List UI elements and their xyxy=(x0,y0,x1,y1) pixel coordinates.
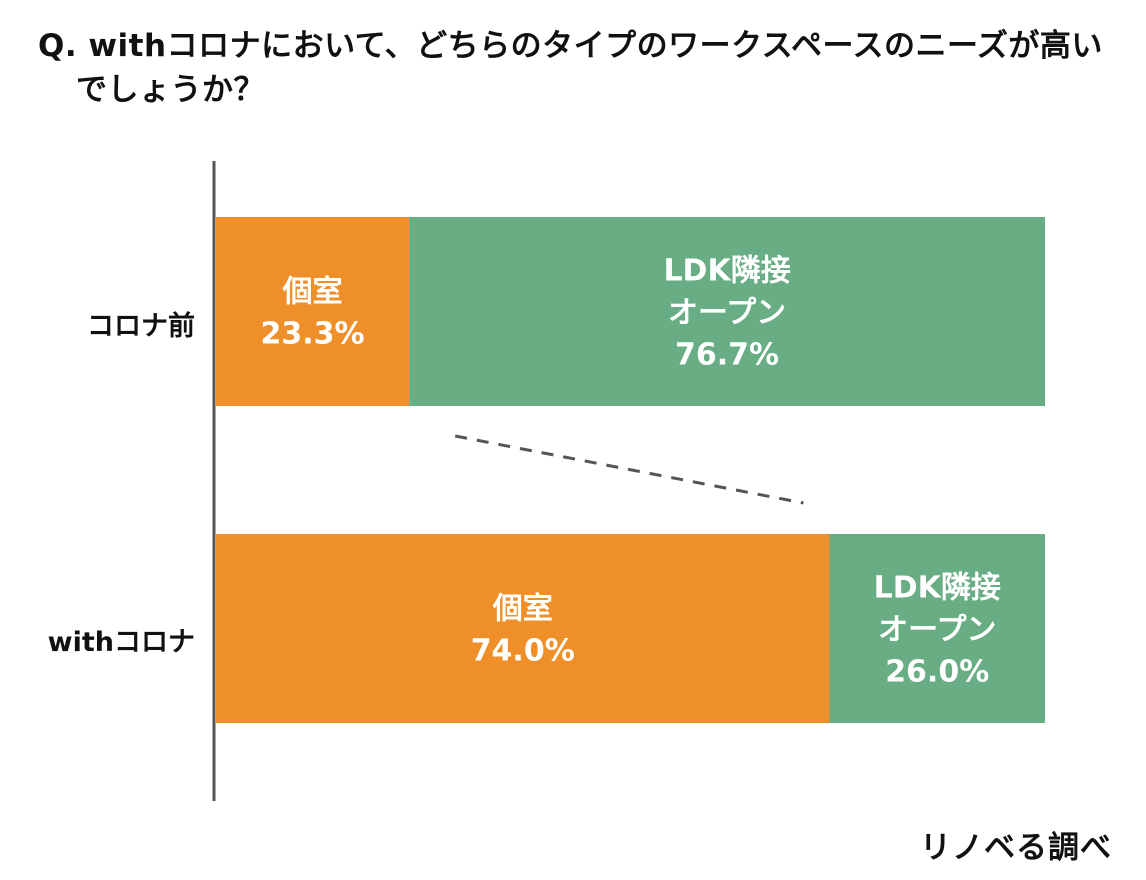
chart-title: Q. withコロナにおいて、どちらのタイプのワークスペースのニーズが高い でし… xyxy=(38,24,1128,112)
bar-before-covid-ldk-open xyxy=(409,217,1046,406)
bar-with-covid-private-room xyxy=(216,534,830,723)
data-label-before-covid-private-room: 個室 23.3% xyxy=(261,275,365,352)
category-label-with-covid: withコロナ xyxy=(47,627,195,658)
title-line-1: Q. withコロナにおいて、どちらのタイプのワークスペースのニーズが高い xyxy=(38,28,1103,64)
bar-before-covid-private-room xyxy=(216,217,410,406)
category-label-before-covid: コロナ前 xyxy=(87,311,195,342)
data-label-with-covid-ldk-open: LDK隣接オープン 26.0% xyxy=(874,571,1001,690)
title-line-2: でしょうか？ xyxy=(76,72,265,108)
dashed-connector-line xyxy=(454,434,804,505)
source-note: リノベる調べ xyxy=(920,830,1112,866)
bar-with-covid-ldk-open xyxy=(829,534,1045,723)
data-label-before-covid-ldk-open: LDK隣接オープン 76.7% xyxy=(663,254,790,373)
data-label-with-covid-private-room: 個室 74.0% xyxy=(471,592,575,669)
